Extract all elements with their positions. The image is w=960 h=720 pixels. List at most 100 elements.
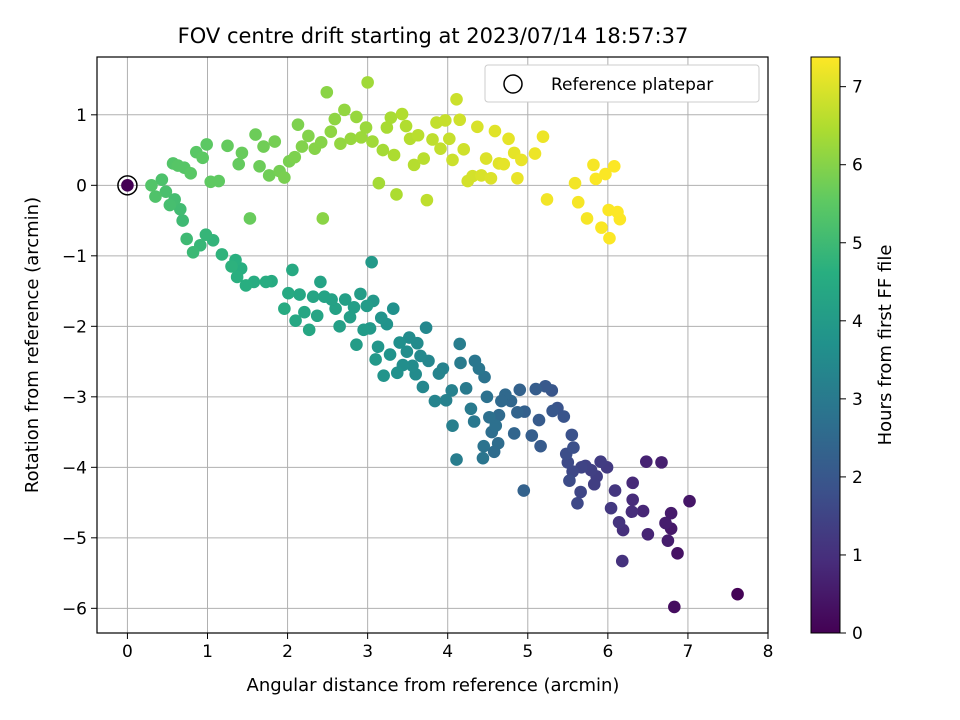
colorbar-tick-label: 2 xyxy=(852,468,863,488)
scatter-point xyxy=(511,406,524,419)
scatter-point xyxy=(453,113,467,127)
scatter-point xyxy=(221,139,234,153)
scatter-point xyxy=(360,299,374,313)
scatter-point xyxy=(604,501,618,515)
scatter-point xyxy=(615,554,629,568)
scatter-point xyxy=(176,214,189,227)
scatter-point xyxy=(595,221,608,234)
scatter-point xyxy=(546,404,559,418)
scatter-point xyxy=(613,212,627,226)
scatter-point xyxy=(450,93,463,106)
scatter-point xyxy=(302,323,316,337)
scatter-point xyxy=(467,415,481,428)
scatter-point xyxy=(565,428,579,442)
scatter-point xyxy=(212,174,226,188)
scatter-point xyxy=(338,293,352,306)
scatter-point xyxy=(371,340,385,354)
x-tick-label: 1 xyxy=(202,642,213,662)
scatter-point xyxy=(402,331,416,344)
scatter-point xyxy=(196,151,209,165)
colorbar-tick-label: 3 xyxy=(852,390,863,410)
scatter-point xyxy=(361,76,374,89)
scatter-point xyxy=(268,135,282,148)
scatter-point xyxy=(159,185,173,198)
scatter-point xyxy=(333,320,346,333)
scatter-point xyxy=(594,455,607,468)
scatter-point xyxy=(350,338,363,351)
scatter-point xyxy=(347,300,361,314)
scatter-point xyxy=(589,172,603,186)
scatter-point xyxy=(580,212,594,225)
scatter-points xyxy=(117,76,744,614)
scatter-point xyxy=(407,158,421,172)
legend-label: Reference platepar xyxy=(551,75,713,95)
scatter-point xyxy=(184,167,197,180)
scatter-point xyxy=(314,275,327,289)
scatter-point xyxy=(419,321,433,335)
scatter-point xyxy=(318,290,331,304)
scatter-point xyxy=(380,121,394,134)
scatter-point xyxy=(411,128,425,142)
scatter-point xyxy=(468,354,482,368)
scatter-point xyxy=(568,176,582,190)
scatter-point xyxy=(320,85,334,99)
colorbar-tick-label: 6 xyxy=(852,156,863,176)
y-axis-ticks: 1 0 −1 −2 −3 −4 −5 −6 xyxy=(62,106,97,619)
scatter-point xyxy=(374,311,388,325)
scatter-point xyxy=(235,146,249,160)
scatter-point xyxy=(232,157,246,171)
scatter-point xyxy=(571,496,584,510)
scatter-point xyxy=(513,383,527,397)
scatter-point xyxy=(366,135,379,148)
scatter-point xyxy=(476,451,490,465)
y-tick-label: −3 xyxy=(62,388,87,408)
scatter-point xyxy=(387,148,401,162)
scatter-point xyxy=(230,270,244,284)
scatter-point xyxy=(607,159,621,173)
x-tick-label: 4 xyxy=(442,642,453,662)
scatter-point xyxy=(475,169,488,182)
legend-marker xyxy=(503,74,523,94)
y-tick-label: 1 xyxy=(76,106,87,126)
scatter-point xyxy=(450,453,463,466)
scatter-point xyxy=(534,439,547,453)
x-tick-label: 5 xyxy=(522,642,533,662)
y-tick-label: −6 xyxy=(62,599,87,619)
scatter-point xyxy=(443,132,456,146)
scatter-point xyxy=(671,547,684,560)
colorbar-tick-label: 7 xyxy=(852,78,863,98)
scatter-point xyxy=(295,140,309,153)
scatter-point xyxy=(395,107,409,121)
y-tick-label: −2 xyxy=(62,317,87,337)
scatter-point xyxy=(384,111,398,124)
scatter-point xyxy=(445,384,459,397)
y-tick-label: 0 xyxy=(76,176,87,196)
scatter-point xyxy=(243,212,257,225)
scatter-point xyxy=(186,245,200,259)
scatter-point xyxy=(446,153,459,167)
scatter-point xyxy=(180,232,193,246)
scatter-point xyxy=(289,314,302,327)
scatter-point xyxy=(377,369,390,382)
reference-point xyxy=(121,179,134,192)
scatter-point xyxy=(253,159,266,173)
scatter-point xyxy=(225,260,238,273)
scatter-point xyxy=(399,119,413,133)
scatter-point xyxy=(636,504,650,518)
scatter-point xyxy=(731,587,744,601)
y-tick-label: −4 xyxy=(62,458,87,478)
scatter-point xyxy=(376,143,390,157)
scatter-point xyxy=(479,152,493,165)
scatter-point xyxy=(641,527,655,541)
scatter-point xyxy=(599,167,612,181)
scatter-point xyxy=(626,493,639,507)
scatter-point xyxy=(416,380,430,394)
scatter-point xyxy=(278,302,291,315)
scatter-point xyxy=(259,275,273,289)
reference-platepar-marker xyxy=(117,175,138,196)
scatter-point xyxy=(344,132,358,146)
y-axis-label: Rotation from reference (arcmin) xyxy=(22,197,43,493)
scatter-point xyxy=(357,323,370,337)
scatter-point xyxy=(417,152,430,165)
scatter-point xyxy=(173,202,187,216)
